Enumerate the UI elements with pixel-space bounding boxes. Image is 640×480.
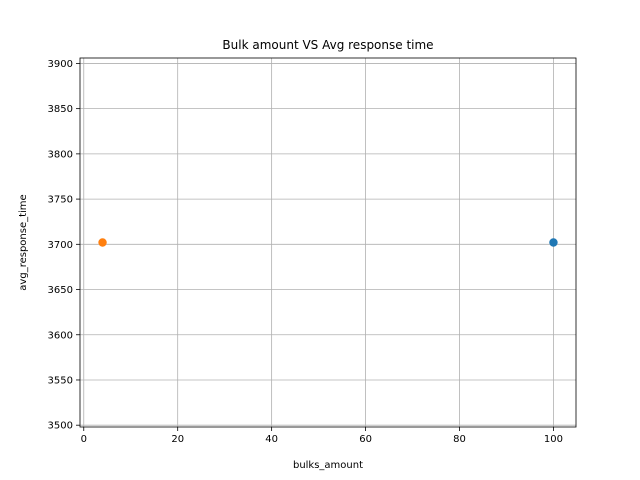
- x-axis-label: bulks_amount: [293, 460, 363, 471]
- y-tick-label: 3900: [48, 59, 73, 70]
- y-tick-label: 3550: [48, 375, 73, 386]
- x-tick-label: 40: [265, 434, 278, 445]
- points-layer: [98, 238, 558, 247]
- y-tick-label: 3800: [48, 149, 73, 160]
- ticks-layer: 0 20 40 60 80 100 3500 3550 3600 3650 3700 3750 3800…: [48, 59, 563, 445]
- chart-title: Bulk amount VS Avg response time: [222, 38, 433, 52]
- y-tick-label: 3850: [48, 104, 73, 115]
- y-tick-label: 3600: [48, 330, 73, 341]
- x-tick-label: 20: [171, 434, 184, 445]
- y-axis-label: avg_response_time: [18, 194, 29, 290]
- y-tick-label: 3750: [48, 195, 73, 206]
- plot-frame: [79, 57, 577, 428]
- data-point-series-1: [549, 238, 558, 247]
- x-tick-label: 0: [81, 434, 87, 445]
- x-tick-label: 60: [359, 434, 372, 445]
- y-tick-label: 3650: [48, 285, 73, 296]
- x-tick-label: 80: [453, 434, 466, 445]
- x-tick-label: 100: [544, 434, 563, 445]
- data-point-series-2: [98, 238, 107, 247]
- y-tick-label: 3700: [48, 240, 73, 251]
- y-tick-label: 3500: [48, 421, 73, 432]
